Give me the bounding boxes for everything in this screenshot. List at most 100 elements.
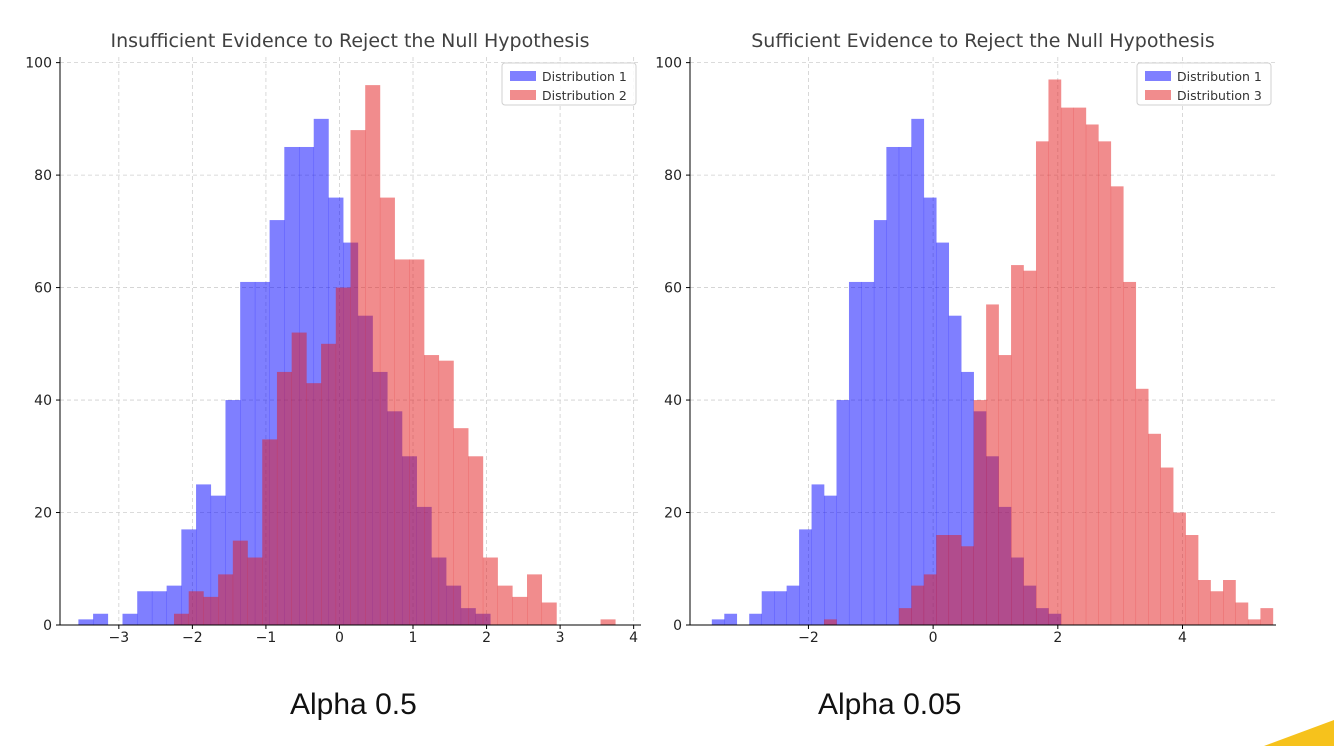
histogram-bar xyxy=(936,535,950,625)
histogram-bar xyxy=(394,259,410,625)
histogram-bar xyxy=(911,118,925,625)
histogram-bar xyxy=(1135,388,1149,625)
legend-swatch xyxy=(510,90,536,100)
legend: Distribution 1 Distribution 2 xyxy=(501,62,637,106)
histogram-bar xyxy=(379,197,395,625)
histogram-bar xyxy=(512,596,528,625)
histogram-bar xyxy=(724,613,738,625)
histogram-bar xyxy=(1198,580,1211,625)
histogram-bar xyxy=(1260,608,1274,625)
histogram-bar xyxy=(1123,281,1137,625)
histogram-bar xyxy=(786,585,800,625)
legend-swatch xyxy=(1145,71,1171,81)
x-tick-label: 4 xyxy=(629,630,638,646)
y-tick-label: 80 xyxy=(34,168,52,184)
histogram-bar xyxy=(137,591,153,625)
histogram-bar xyxy=(424,355,440,625)
histogram-bar xyxy=(600,619,616,625)
histogram-bar xyxy=(873,220,887,625)
legend-swatch xyxy=(1145,90,1171,100)
legend-label: Distribution 1 xyxy=(542,69,627,84)
histogram-bar xyxy=(78,619,94,625)
histogram-bar xyxy=(527,574,543,625)
histogram-bar xyxy=(468,456,484,625)
histogram-bar xyxy=(1185,535,1199,625)
histogram-bar xyxy=(438,360,454,625)
histogram-bar xyxy=(973,400,987,625)
histogram-bar xyxy=(335,287,351,625)
histogram-bar xyxy=(936,242,950,625)
histogram-bar xyxy=(836,400,850,625)
x-tick-label: −1 xyxy=(256,630,277,646)
histogram-bar xyxy=(774,591,787,625)
histogram-bar xyxy=(749,613,762,625)
x-tick-label: −2 xyxy=(798,630,819,646)
histogram-bar xyxy=(541,602,557,625)
histogram-bar xyxy=(232,540,248,625)
histogram-bar xyxy=(761,591,775,625)
histogram-bar xyxy=(306,383,322,625)
caption-alpha-0.5: Alpha 0.5 xyxy=(290,688,417,721)
chart-title: Insufficient Evidence to Reject the Null… xyxy=(111,30,590,52)
histogram-bar xyxy=(923,574,937,625)
legend-label: Distribution 1 xyxy=(1177,69,1262,84)
y-tick-label: 40 xyxy=(34,393,52,409)
histogram-bar xyxy=(188,591,204,625)
histogram-bar xyxy=(811,484,825,625)
histogram-bar xyxy=(1035,141,1049,625)
x-tick-label: 3 xyxy=(556,630,565,646)
histogram-bar xyxy=(262,439,278,625)
histogram-bar xyxy=(1148,433,1161,625)
histogram-bar xyxy=(247,557,263,625)
histogram-bar xyxy=(122,613,138,625)
histogram-bar xyxy=(848,281,862,625)
histogram-bar xyxy=(321,343,337,625)
series-distribution-3 xyxy=(824,79,1274,626)
histogram-bar xyxy=(497,585,513,625)
x-tick-label: 0 xyxy=(335,630,344,646)
histogram-bar xyxy=(291,332,307,625)
x-tick-label: −3 xyxy=(109,630,130,646)
histogram-bar xyxy=(203,596,219,625)
x-tick-label: 0 xyxy=(929,630,938,646)
histogram-bar xyxy=(824,495,837,625)
x-tick-label: 1 xyxy=(409,630,418,646)
histogram-bar xyxy=(898,146,912,625)
y-tick-label: 40 xyxy=(664,393,682,409)
histogram-bar xyxy=(911,585,925,625)
x-tick-label: 2 xyxy=(1053,630,1062,646)
histogram-bar xyxy=(961,546,974,625)
y-tick-label: 100 xyxy=(655,56,682,72)
histogram-bar xyxy=(986,304,999,625)
histogram-bar xyxy=(409,259,425,625)
y-tick-label: 20 xyxy=(34,506,52,522)
y-tick-label: 0 xyxy=(43,618,52,634)
histogram-bar xyxy=(173,613,190,625)
histogram-bar xyxy=(218,574,234,625)
histogram-bar xyxy=(93,613,109,625)
histogram-bar xyxy=(1098,141,1112,625)
histogram-bar xyxy=(1048,79,1062,625)
histogram-bar xyxy=(1210,591,1224,625)
histogram-bar xyxy=(1060,107,1074,625)
legend-label: Distribution 3 xyxy=(1177,88,1262,103)
x-tick-label: 2 xyxy=(482,630,491,646)
y-tick-label: 100 xyxy=(25,56,52,72)
histogram-bar xyxy=(196,484,212,625)
histogram-bar xyxy=(799,529,812,625)
histogram-bar xyxy=(350,130,366,625)
histogram-bar xyxy=(998,355,1012,625)
chart-title: Sufficient Evidence to Reject the Null H… xyxy=(751,30,1215,52)
x-tick-label: −2 xyxy=(182,630,203,646)
histogram-bar xyxy=(240,281,256,625)
legend: Distribution 1 Distribution 3 xyxy=(1136,62,1272,106)
histogram-bar xyxy=(824,619,837,625)
x-tick-label: 4 xyxy=(1178,630,1187,646)
y-tick-label: 0 xyxy=(673,618,682,634)
histogram-bar xyxy=(1247,619,1261,625)
histogram-bar xyxy=(886,146,900,625)
histogram-bar xyxy=(1160,467,1174,625)
